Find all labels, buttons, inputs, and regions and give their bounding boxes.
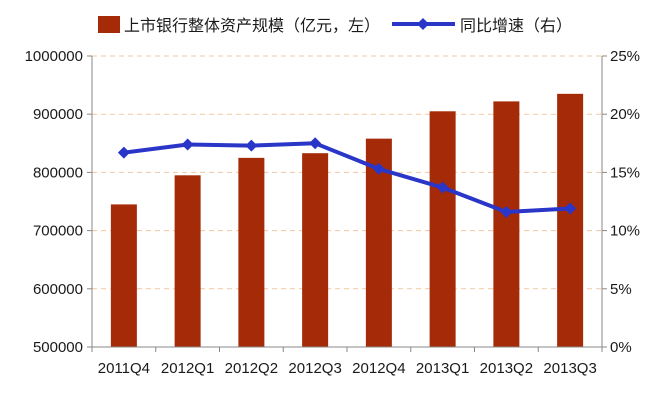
legend-line-label: 同比增速（右） — [460, 16, 572, 35]
growth-point-2013Q2 — [500, 205, 513, 218]
right-tick-label: 25% — [610, 48, 640, 65]
growth-point-2012Q2 — [245, 139, 258, 152]
legend-bar-label: 上市银行整体资产规模（亿元，左） — [124, 16, 380, 35]
x-tick-label: 2012Q4 — [352, 360, 405, 377]
left-tick-label: 600000 — [33, 281, 83, 298]
growth-point-2012Q1 — [181, 138, 194, 151]
right-tick-label: 20% — [610, 106, 640, 123]
bar-2012Q2 — [238, 157, 265, 347]
legend-bar-swatch — [98, 16, 120, 33]
bar-2013Q1 — [429, 111, 456, 347]
x-tick-label: 2011Q4 — [98, 360, 150, 377]
bar-2011Q4 — [110, 204, 137, 347]
growth-point-2013Q1 — [436, 181, 449, 194]
x-tick-label: 2013Q3 — [543, 360, 596, 377]
legend: 上市银行整体资产规模（亿元，左） 同比增速（右） — [98, 16, 572, 35]
left-tick-label: 1000000 — [25, 48, 83, 65]
x-tick-label: 2012Q1 — [161, 360, 214, 377]
legend-line-marker — [417, 18, 429, 30]
axes — [87, 55, 607, 352]
bar-2012Q3 — [302, 153, 329, 347]
growth-point-2012Q3 — [309, 137, 322, 150]
right-axis-ticks: 0% 5% 10% 15% 20% 25% — [610, 48, 640, 356]
x-tick-label: 2012Q2 — [225, 360, 278, 377]
x-tick-label: 2013Q1 — [416, 360, 469, 377]
right-tick-label: 10% — [610, 223, 640, 240]
growth-point-2013Q3 — [564, 202, 577, 215]
bar-2012Q1 — [174, 175, 201, 347]
x-axis-ticks: 2011Q4 2012Q1 2012Q2 2012Q3 2012Q4 2013Q1 2013… — [98, 360, 597, 377]
growth-point-2012Q4 — [372, 162, 385, 175]
x-tick-label: 2013Q2 — [480, 360, 533, 377]
bar-series — [110, 93, 584, 348]
bar-2013Q3 — [557, 93, 584, 347]
growth-line — [123, 141, 571, 214]
right-tick-label: 0% — [610, 339, 632, 356]
right-tick-label: 15% — [610, 164, 640, 181]
left-tick-label: 900000 — [33, 106, 83, 123]
left-tick-label: 700000 — [33, 223, 83, 240]
gridlines — [92, 55, 602, 290]
left-tick-label: 500000 — [33, 339, 83, 356]
right-tick-label: 5% — [610, 281, 632, 298]
line-series — [117, 137, 577, 218]
growth-point-2011Q4 — [117, 146, 130, 159]
x-tick-label: 2012Q3 — [288, 360, 341, 377]
left-axis-ticks: 500000 600000 700000 800000 900000 1000000 — [25, 48, 83, 356]
left-tick-label: 800000 — [33, 164, 83, 181]
bar-2013Q2 — [493, 101, 520, 348]
